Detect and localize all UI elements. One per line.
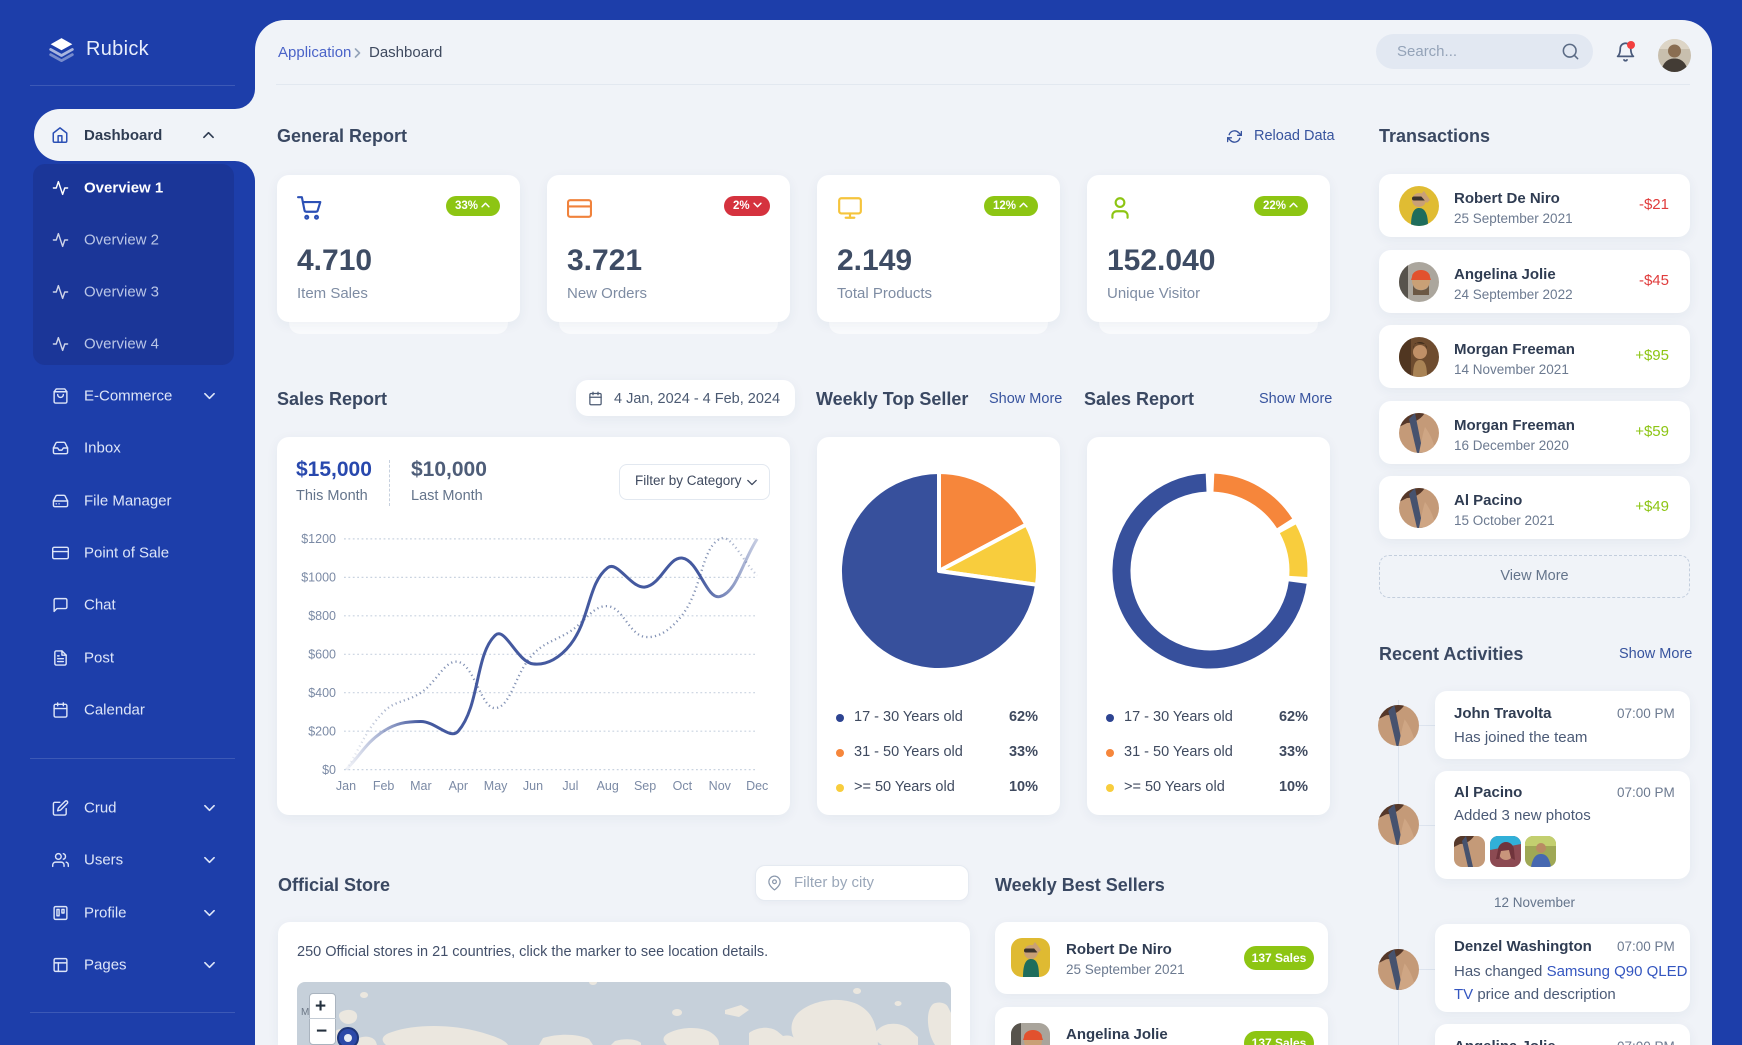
svg-text:Jan: Jan bbox=[336, 779, 356, 793]
svg-text:Oct: Oct bbox=[673, 779, 693, 793]
svg-text:$1200: $1200 bbox=[301, 532, 336, 546]
svg-text:Mar: Mar bbox=[410, 779, 432, 793]
svg-text:Dec: Dec bbox=[746, 779, 768, 793]
svg-text:Apr: Apr bbox=[449, 779, 468, 793]
svg-text:Feb: Feb bbox=[373, 779, 395, 793]
svg-text:$400: $400 bbox=[308, 686, 336, 700]
svg-text:$0: $0 bbox=[322, 763, 336, 777]
svg-text:Nov: Nov bbox=[709, 779, 732, 793]
svg-text:Sep: Sep bbox=[634, 779, 656, 793]
svg-text:$600: $600 bbox=[308, 648, 336, 662]
svg-text:May: May bbox=[484, 779, 508, 793]
svg-text:$200: $200 bbox=[308, 725, 336, 739]
svg-text:$1000: $1000 bbox=[301, 571, 336, 585]
svg-text:M: M bbox=[301, 1007, 309, 1018]
svg-text:Jun: Jun bbox=[523, 779, 543, 793]
svg-text:Aug: Aug bbox=[597, 779, 619, 793]
svg-text:$800: $800 bbox=[308, 609, 336, 623]
svg-text:Jul: Jul bbox=[562, 779, 578, 793]
